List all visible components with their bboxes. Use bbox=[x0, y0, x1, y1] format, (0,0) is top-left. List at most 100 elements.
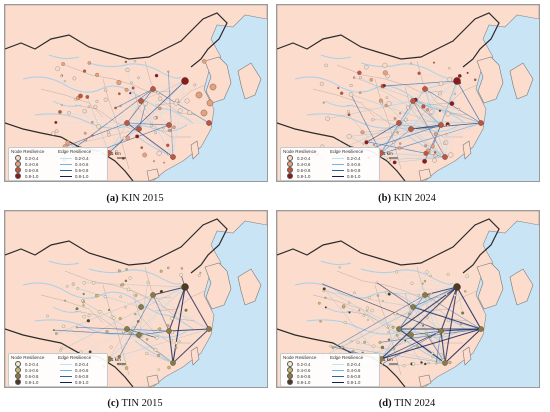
hub-node bbox=[166, 328, 172, 334]
network-edge bbox=[382, 80, 458, 87]
legend-edge-title: Edge Resilience bbox=[58, 355, 92, 360]
network-node bbox=[167, 70, 170, 73]
network-edge bbox=[412, 271, 428, 308]
network-edge bbox=[424, 294, 428, 318]
network-node bbox=[324, 306, 327, 309]
river bbox=[324, 100, 354, 107]
caption-letter: (b) bbox=[378, 193, 391, 204]
network-node bbox=[423, 280, 427, 283]
network-node bbox=[392, 140, 396, 144]
network-node bbox=[445, 111, 451, 117]
network-edge bbox=[322, 283, 442, 332]
legend-edge-class-label: 0.4-0.6 bbox=[347, 367, 361, 373]
legend-node-swatch bbox=[15, 361, 21, 367]
caption-kin-2024: (b) KIN 2024 bbox=[276, 193, 538, 204]
network-node bbox=[119, 104, 122, 107]
network-node bbox=[61, 62, 65, 66]
network-edge bbox=[126, 122, 174, 158]
network-node bbox=[156, 91, 160, 95]
legend-edge-class-label: 0.8-1.0 bbox=[75, 173, 89, 179]
caption-tin-2015: (c) TIN 2015 bbox=[4, 398, 266, 409]
network-edge bbox=[450, 80, 458, 155]
legend-node-class-label: 0.8-1.0 bbox=[297, 379, 311, 385]
network-node bbox=[382, 83, 386, 88]
network-edge bbox=[140, 306, 174, 364]
network-node bbox=[429, 109, 435, 115]
network-edge-trunk bbox=[184, 286, 210, 330]
river bbox=[324, 306, 354, 313]
network-node bbox=[386, 101, 392, 106]
network-node bbox=[385, 96, 389, 99]
network-edge bbox=[372, 119, 482, 124]
legend-node-row: 0.4-0.6 bbox=[11, 161, 55, 167]
hub-node bbox=[442, 154, 448, 160]
network-node bbox=[96, 124, 101, 129]
province-boundary bbox=[132, 86, 191, 138]
network-node bbox=[109, 345, 113, 349]
network-node bbox=[166, 143, 170, 147]
legend-node-row: 0.4-0.6 bbox=[283, 161, 327, 167]
network-node bbox=[145, 351, 149, 355]
network-edge bbox=[317, 88, 426, 156]
network-edge bbox=[105, 99, 210, 124]
hainan-island bbox=[418, 374, 432, 387]
legend-node-swatch bbox=[287, 167, 293, 173]
hainan-island bbox=[146, 374, 160, 387]
legend-edge-row: 0.2-0.4 bbox=[330, 155, 376, 161]
network-edge bbox=[65, 128, 140, 147]
hub-node-beijing bbox=[181, 283, 189, 291]
network-node bbox=[411, 362, 416, 366]
network-node bbox=[367, 295, 371, 299]
network-node bbox=[55, 332, 58, 335]
network-edge bbox=[115, 88, 154, 109]
legend-node-swatch bbox=[287, 155, 293, 161]
network-node bbox=[157, 353, 160, 357]
network-edge-trunk bbox=[168, 330, 174, 364]
network-node bbox=[126, 287, 131, 292]
network-edge bbox=[117, 330, 170, 365]
network-edge bbox=[119, 334, 140, 357]
network-edge bbox=[410, 124, 442, 130]
network-edge bbox=[394, 122, 482, 163]
legend-node-class-label: 0.4-0.6 bbox=[297, 161, 311, 167]
hub-node bbox=[124, 326, 130, 332]
network-node bbox=[142, 152, 148, 158]
network-edge bbox=[123, 328, 128, 365]
network-node bbox=[93, 104, 98, 109]
legend-node-swatch bbox=[287, 379, 293, 385]
network-node bbox=[124, 60, 128, 63]
network-node bbox=[170, 339, 173, 342]
network-node bbox=[157, 368, 160, 371]
network-node bbox=[421, 282, 424, 285]
network-node bbox=[46, 314, 49, 318]
legend-node-class-label: 0.4-0.6 bbox=[25, 161, 39, 167]
legend-edge-swatch bbox=[60, 369, 72, 371]
legend-edge-class-label: 0.6-0.8 bbox=[347, 167, 361, 173]
network-node bbox=[424, 362, 427, 366]
network-edge bbox=[138, 103, 146, 130]
scale-label: 1 km bbox=[383, 357, 393, 362]
network-edge bbox=[410, 68, 450, 130]
network-edge bbox=[126, 88, 154, 124]
korea-landmass bbox=[204, 56, 232, 104]
legend-node-swatch bbox=[287, 173, 293, 179]
network-edge-trunk bbox=[152, 286, 186, 296]
network-node bbox=[104, 88, 108, 92]
network-node bbox=[174, 346, 178, 349]
network-node bbox=[378, 340, 382, 344]
national-border bbox=[5, 218, 228, 274]
network-edge bbox=[126, 286, 182, 330]
network-edge-trunk bbox=[172, 286, 186, 364]
korea-landmass bbox=[476, 262, 504, 310]
legend-node-row: 0.6-0.8 bbox=[11, 373, 55, 379]
network-node bbox=[435, 362, 438, 365]
hub-node bbox=[170, 360, 176, 366]
network-node bbox=[372, 143, 376, 146]
caption-letter: (a) bbox=[106, 193, 119, 204]
network-edge bbox=[120, 285, 142, 308]
national-border bbox=[277, 12, 500, 68]
network-edge bbox=[398, 73, 420, 124]
legend-node-class-label: 0.6-0.8 bbox=[297, 167, 311, 173]
network-node bbox=[348, 301, 351, 304]
network-edge bbox=[126, 328, 157, 339]
